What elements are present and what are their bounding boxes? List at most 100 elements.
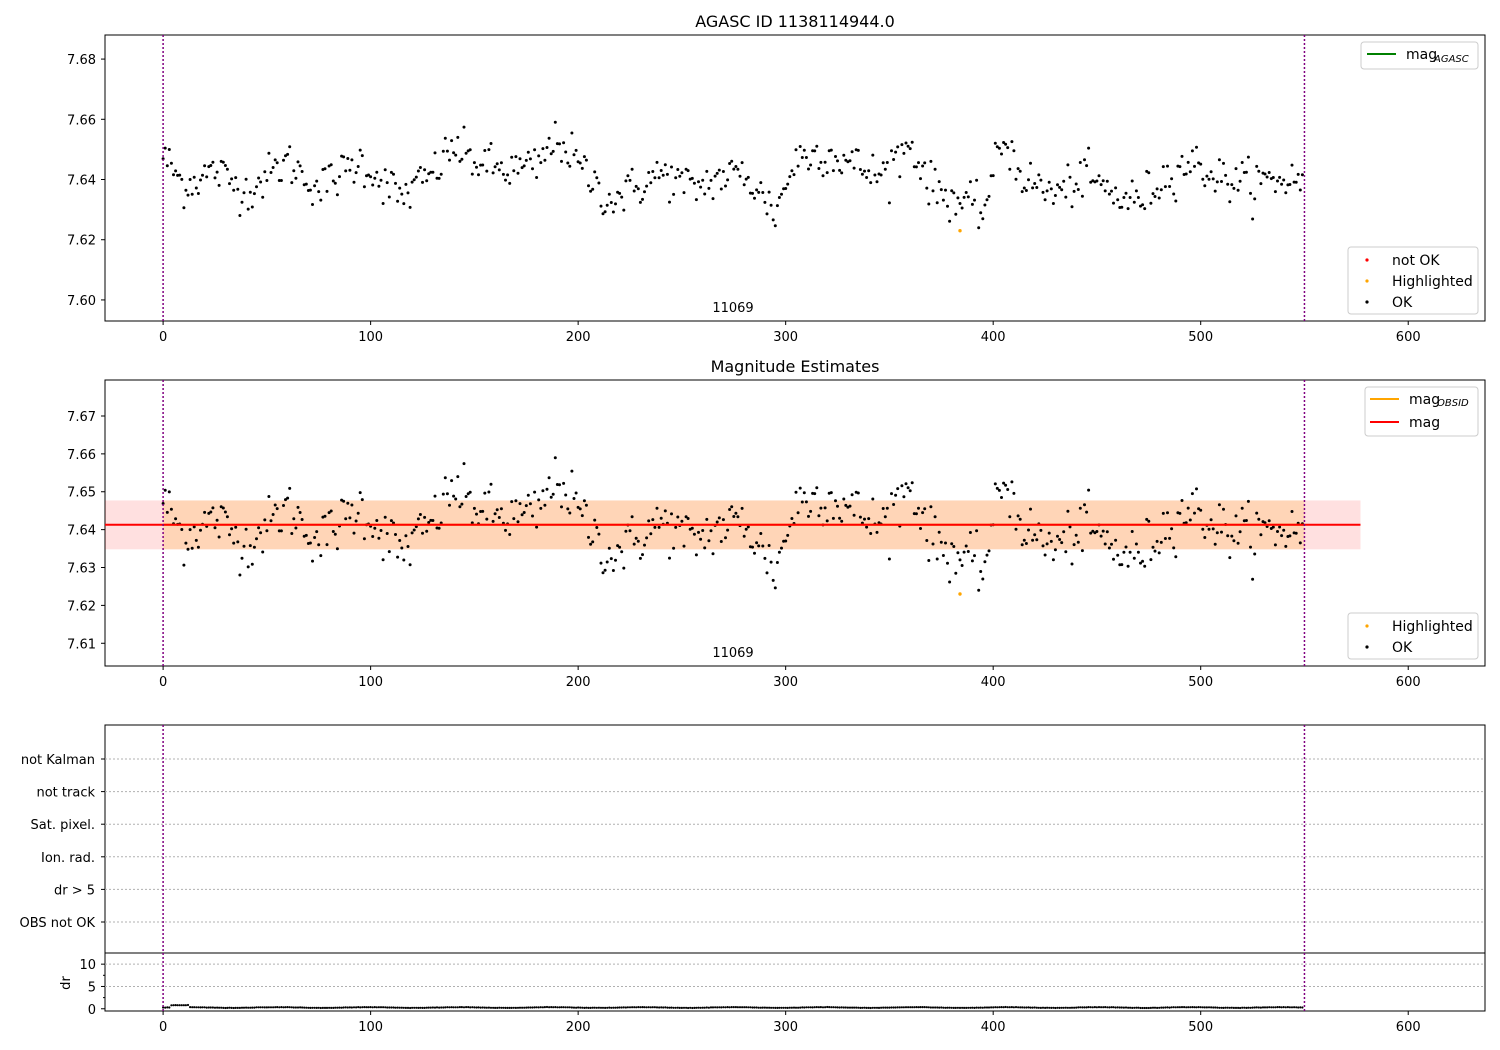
dr-point — [222, 1006, 225, 1010]
dr-point — [753, 1006, 756, 1009]
ok-point — [360, 498, 364, 502]
ok-point — [228, 533, 231, 537]
ok-point — [1020, 543, 1024, 547]
dr-point — [678, 1006, 681, 1010]
dr-point — [691, 1006, 694, 1010]
dr-point — [1120, 1006, 1123, 1009]
dr-point — [205, 1006, 208, 1009]
ok-point — [1193, 164, 1196, 168]
ok-point — [352, 531, 356, 535]
ok-point — [1070, 205, 1074, 209]
ok-point — [1124, 545, 1128, 549]
dr-point — [276, 1006, 279, 1009]
dr-point — [435, 1006, 439, 1009]
dr-point — [411, 1006, 414, 1009]
ok-point — [786, 533, 790, 537]
dr-point — [1207, 1006, 1211, 1009]
dr-point — [655, 1006, 659, 1009]
dr-point — [1299, 1006, 1302, 1009]
dr-point — [1095, 1006, 1098, 1009]
dr-point — [990, 1006, 993, 1009]
dr-point — [1297, 1006, 1300, 1009]
ok-point — [1020, 190, 1024, 194]
ok-point — [593, 518, 597, 522]
x-tick-label: 600 — [1396, 675, 1421, 690]
dr-point — [1295, 1006, 1298, 1009]
dr-point — [668, 1006, 671, 1009]
ok-point — [1016, 167, 1020, 171]
dr-point — [622, 1006, 625, 1009]
dr-point — [805, 1006, 808, 1009]
plot-area-dr — [104, 952, 1486, 1012]
ok-point — [753, 551, 756, 555]
dr-point — [631, 1006, 634, 1009]
flag-category-label: Sat. pixel. — [31, 818, 95, 833]
dr-point — [896, 1006, 899, 1009]
ok-point — [1271, 525, 1275, 529]
dr-point — [164, 1006, 167, 1009]
ok-point — [690, 176, 694, 180]
ok-point — [881, 507, 885, 510]
ok-point — [694, 198, 698, 202]
y-tick-label: 7.67 — [67, 410, 96, 425]
ok-point — [668, 200, 671, 204]
dr-point — [1052, 1006, 1055, 1009]
dr-point — [1091, 1006, 1094, 1009]
dr-point — [877, 1006, 881, 1010]
dr-point — [774, 1006, 777, 1010]
ok-point — [1043, 553, 1047, 557]
ok-point — [1002, 141, 1006, 144]
ok-point — [352, 180, 356, 184]
ok-point — [1029, 507, 1032, 511]
ok-point — [1141, 559, 1145, 563]
dr-point — [325, 1006, 329, 1010]
ok-point — [308, 541, 312, 545]
dr-point — [404, 1006, 407, 1010]
ok-point — [977, 226, 981, 230]
ok-point — [919, 177, 922, 181]
ok-point — [553, 120, 557, 124]
ok-point — [313, 536, 317, 539]
ok-point — [1074, 182, 1078, 186]
dr-point — [647, 1006, 650, 1009]
ok-point — [968, 180, 972, 184]
dr-point — [560, 1006, 563, 1009]
ok-point — [771, 578, 775, 582]
ok-point — [485, 517, 489, 521]
dr-point — [1104, 1006, 1107, 1009]
ok-point — [279, 179, 283, 182]
ok-point — [190, 546, 194, 550]
dr-point — [294, 1006, 297, 1009]
ok-point — [1047, 531, 1051, 535]
ok-point — [944, 188, 947, 192]
dr-point — [936, 1006, 939, 1009]
dr-point — [931, 1006, 935, 1009]
dr-point — [371, 1006, 374, 1009]
ok-point — [1006, 488, 1010, 491]
ok-point — [914, 165, 918, 169]
dr-point — [176, 1004, 179, 1007]
dr-point — [545, 1005, 549, 1009]
ok-point — [937, 530, 941, 534]
dr-point — [382, 1006, 385, 1009]
plot-area-magnitude — [104, 379, 1486, 667]
ok-point — [946, 204, 949, 208]
dr-point — [521, 1006, 524, 1009]
ok-point — [751, 545, 754, 549]
dr-point — [778, 1006, 781, 1009]
ok-point — [325, 543, 329, 547]
ok-point — [279, 529, 283, 533]
ok-point — [562, 141, 566, 145]
ok-point — [759, 532, 763, 535]
ok-point — [481, 163, 485, 167]
dr-point — [1070, 1006, 1074, 1009]
highlighted-point — [958, 229, 962, 233]
ok-point — [753, 196, 756, 200]
dr-point — [703, 1006, 706, 1009]
ok-point — [1080, 194, 1084, 198]
ok-point — [906, 486, 910, 490]
ok-point — [342, 499, 346, 503]
dr-point — [956, 1006, 960, 1009]
ok-point — [836, 504, 839, 508]
